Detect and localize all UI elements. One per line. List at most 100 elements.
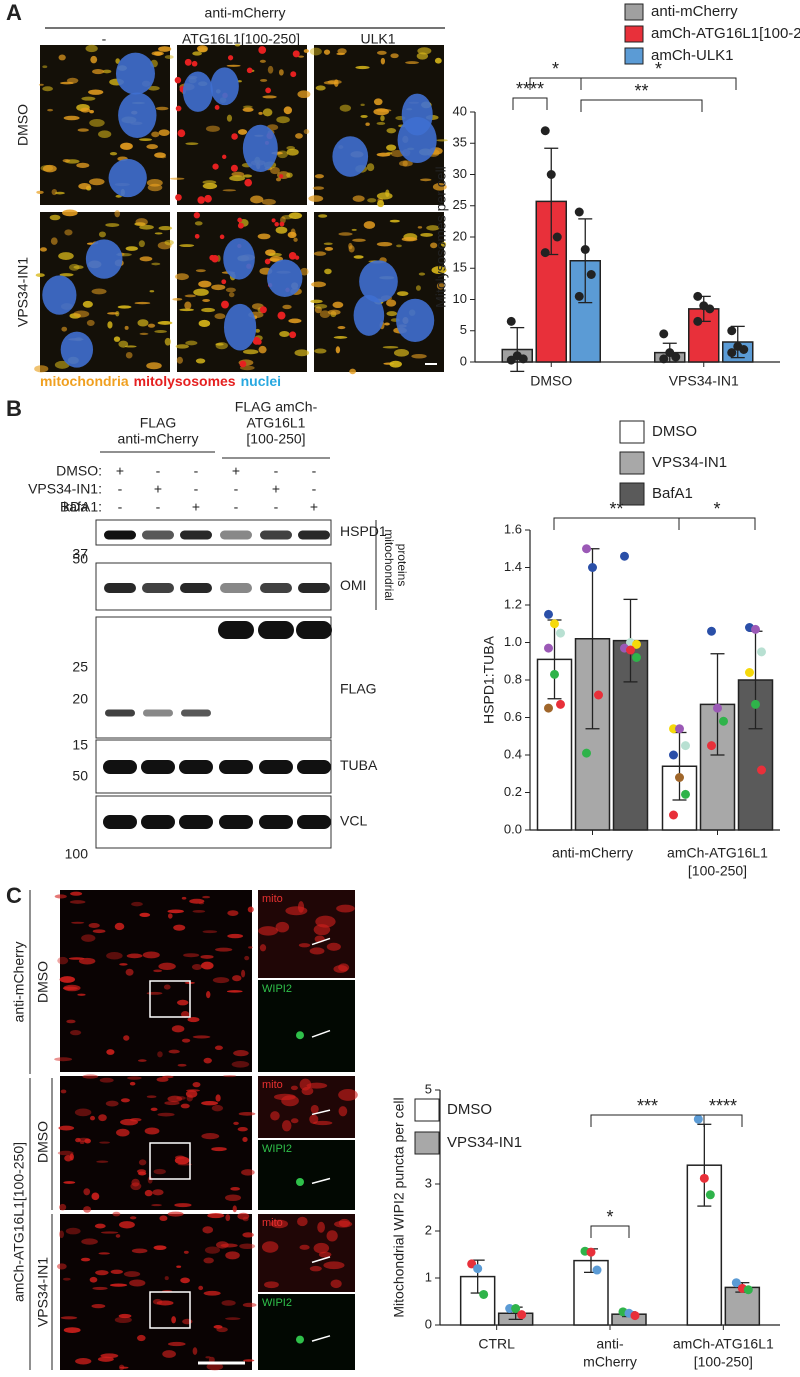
mito-signal bbox=[106, 951, 123, 960]
mito-signal bbox=[114, 922, 125, 931]
mito-signal bbox=[313, 1242, 330, 1254]
mito-signal bbox=[248, 946, 253, 949]
mito-signal bbox=[226, 64, 241, 67]
mito-signal bbox=[242, 105, 253, 109]
mito-signal bbox=[228, 292, 235, 298]
band bbox=[297, 760, 331, 774]
mito-signal bbox=[80, 107, 91, 113]
nucleus bbox=[223, 303, 257, 351]
mito-signal bbox=[386, 144, 397, 151]
mito-signal bbox=[276, 116, 290, 124]
mito-signal bbox=[279, 330, 290, 338]
mito-signal bbox=[49, 214, 61, 221]
data-point bbox=[582, 748, 591, 758]
mito-signal bbox=[259, 944, 267, 952]
legend-label: DMSO bbox=[447, 1101, 492, 1118]
mito-signal bbox=[295, 133, 303, 139]
mito-signal bbox=[89, 109, 94, 114]
mito-signal bbox=[242, 1302, 257, 1308]
band bbox=[180, 530, 212, 540]
mito-signal bbox=[318, 1251, 332, 1258]
mito-signal bbox=[114, 210, 121, 218]
mito-signal bbox=[202, 895, 211, 899]
mito-signal bbox=[184, 294, 197, 298]
mito-signal bbox=[250, 195, 264, 204]
mito-signal bbox=[158, 46, 172, 52]
mito-signal bbox=[293, 237, 298, 242]
mito-signal bbox=[150, 1107, 158, 1112]
y-tick-label: 5 bbox=[460, 322, 467, 337]
data-point bbox=[707, 626, 716, 636]
mito-signal bbox=[120, 142, 133, 150]
treatment-label: VPS34-IN1: bbox=[28, 481, 102, 497]
x-tick-label: CTRL bbox=[478, 1336, 515, 1352]
significance-label: **** bbox=[516, 79, 544, 99]
mitolysosome bbox=[274, 222, 279, 227]
caption: mitochondria mitolysosomes nuclei bbox=[40, 373, 281, 389]
mito-signal bbox=[203, 1290, 221, 1296]
mito-signal bbox=[62, 209, 78, 217]
mito-signal bbox=[434, 57, 442, 64]
treatment-sign: - bbox=[156, 463, 161, 479]
mitolysosome bbox=[194, 233, 200, 239]
mito-signal bbox=[396, 291, 409, 296]
mito-signal bbox=[137, 319, 149, 327]
mito-signal bbox=[92, 929, 106, 934]
mito-signal bbox=[60, 1089, 67, 1094]
nucleus bbox=[42, 275, 77, 315]
mito-signal bbox=[185, 1090, 198, 1098]
treatment-sign: - bbox=[118, 499, 123, 515]
significance-label: *** bbox=[637, 1096, 658, 1116]
y-axis-label: Mitolysosomes per cell bbox=[433, 166, 449, 308]
mitolysosome bbox=[259, 306, 267, 314]
mito-signal bbox=[239, 1243, 256, 1250]
treatment-sign: - bbox=[156, 499, 161, 515]
mito-signal bbox=[181, 896, 187, 900]
mito-signal bbox=[242, 174, 253, 178]
mito-signal bbox=[57, 1150, 74, 1156]
mito-signal bbox=[131, 1248, 148, 1254]
mitolysosome bbox=[289, 331, 297, 339]
mito-signal bbox=[106, 1049, 115, 1055]
mito-signal bbox=[380, 57, 386, 65]
mito-signal bbox=[70, 1029, 82, 1036]
mito-signal bbox=[198, 280, 212, 288]
inset-label: WIPI2 bbox=[262, 1143, 292, 1155]
mito-signal bbox=[139, 912, 151, 918]
mito-signal bbox=[91, 1192, 100, 1201]
mitolysosome bbox=[174, 76, 182, 84]
y-tick-label: 0.2 bbox=[504, 784, 522, 799]
mito-signal bbox=[297, 1216, 308, 1227]
mito-signal bbox=[396, 244, 402, 248]
mitolysosome bbox=[252, 336, 261, 345]
significance-bracket bbox=[678, 517, 756, 530]
mito-signal bbox=[39, 247, 47, 252]
mito-signal bbox=[183, 1250, 189, 1254]
kda-marker: 50 bbox=[72, 768, 88, 784]
mito-signal bbox=[78, 183, 91, 190]
mito-signal bbox=[418, 272, 426, 276]
mito-signal bbox=[89, 1276, 98, 1283]
mito-signal bbox=[189, 898, 205, 904]
mito-signal bbox=[288, 318, 302, 324]
significance-bracket bbox=[590, 1114, 705, 1127]
significance-label: **** bbox=[709, 1096, 737, 1116]
mito-signal bbox=[202, 930, 218, 934]
mito-signal bbox=[380, 115, 385, 122]
mitolysosome bbox=[197, 196, 205, 204]
mito-signal bbox=[216, 1326, 228, 1333]
significance-bracket bbox=[512, 97, 548, 110]
mito-signal bbox=[79, 1140, 85, 1145]
data-point bbox=[743, 1285, 753, 1295]
mito-signal bbox=[154, 329, 167, 334]
x-tick-label: [100-250] bbox=[688, 863, 747, 879]
mito-signal bbox=[164, 55, 174, 59]
mito-signal bbox=[117, 305, 132, 309]
mito-signal bbox=[139, 224, 154, 230]
mito-signal bbox=[212, 977, 230, 984]
data-point bbox=[719, 716, 728, 726]
band bbox=[180, 583, 212, 593]
nucleus bbox=[85, 239, 123, 279]
band bbox=[141, 760, 175, 774]
